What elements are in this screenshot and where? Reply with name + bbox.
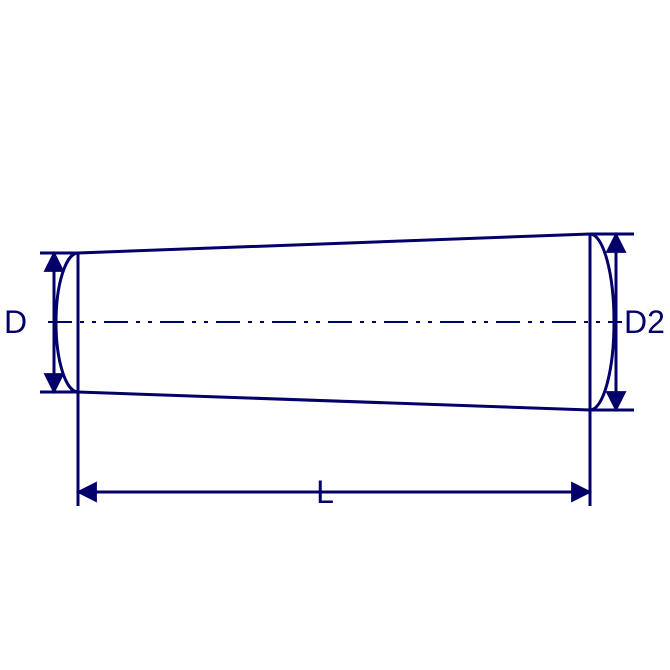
taper-pin-diagram: D D2 L <box>0 0 670 670</box>
d2-label: D2 <box>624 304 665 340</box>
pin-top-edge <box>78 234 590 253</box>
d-label: D <box>4 304 27 340</box>
l-label: L <box>316 474 334 510</box>
pin-bottom-edge <box>78 392 590 410</box>
